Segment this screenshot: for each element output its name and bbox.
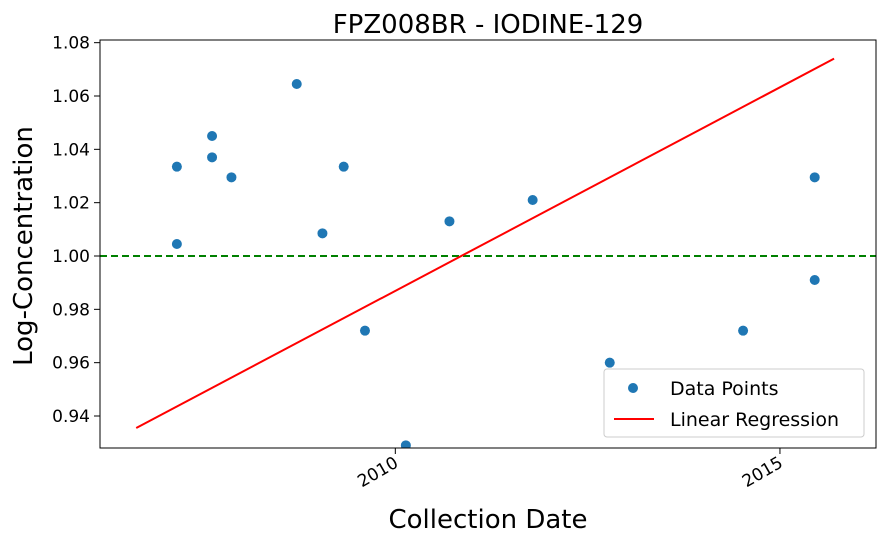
- legend-label-linear-regression: Linear Regression: [670, 409, 839, 431]
- y-tick-label: 0.96: [52, 354, 90, 374]
- y-tick-label: 1.06: [52, 87, 90, 107]
- y-tick-label: 1.00: [52, 247, 90, 267]
- y-axis-title: Log-Concentration: [9, 126, 39, 366]
- x-tick-label: 2015: [739, 453, 786, 492]
- y-tick-label: 1.04: [52, 140, 90, 160]
- data-point-12: [527, 195, 538, 205]
- data-point-15: [809, 172, 820, 183]
- data-point-10: [400, 440, 411, 448]
- data-point-5: [226, 172, 237, 183]
- plot-frame: [99, 39, 877, 449]
- legend-marker-data-points: [628, 383, 638, 393]
- data-point-16: [809, 275, 820, 285]
- data-point-1: [171, 161, 182, 172]
- y-tick-label: 0.98: [52, 300, 90, 320]
- plot-area: [100, 57, 876, 448]
- data-point-4: [207, 152, 218, 163]
- chart-title: FPZ008BR - IODINE-129: [333, 10, 644, 40]
- y-tick-label: 0.94: [52, 407, 90, 427]
- plot-marks: [100, 57, 876, 448]
- data-point-6: [291, 79, 302, 89]
- legend: Data Points Linear Regression: [603, 368, 865, 438]
- data-point-3: [207, 131, 218, 141]
- legend-label-data-points: Data Points: [670, 378, 778, 400]
- data-point-7: [317, 228, 328, 239]
- regression-line: [135, 57, 835, 429]
- data-point-9: [359, 325, 370, 336]
- x-tick-label: 2010: [354, 453, 401, 492]
- data-point-11: [444, 216, 455, 227]
- y-tick-label: 1.08: [52, 34, 90, 54]
- data-point-2: [171, 239, 182, 249]
- y-tick-label: 1.02: [52, 194, 90, 214]
- data-point-8: [338, 161, 349, 172]
- x-axis-title: Collection Date: [388, 505, 587, 535]
- x-axis: 2010 2015: [354, 448, 786, 492]
- data-point-14: [738, 325, 749, 336]
- data-point-13: [604, 357, 615, 368]
- legend-box: [603, 368, 865, 438]
- y-axis: 0.94 0.96 0.98 1.00 1.02 1.04 1.06 1.08: [52, 34, 100, 427]
